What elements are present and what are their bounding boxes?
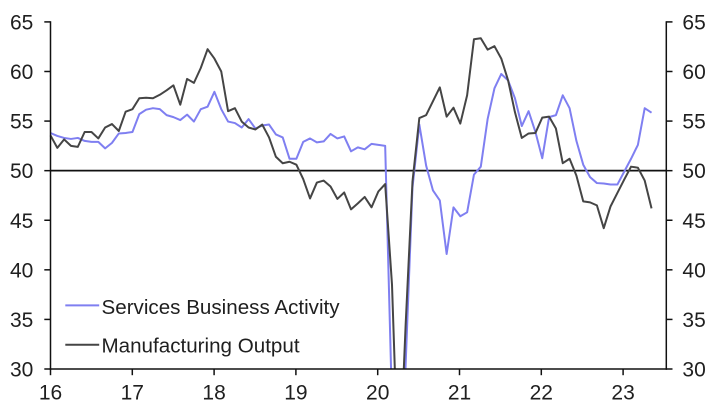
svg-text:40: 40 xyxy=(682,259,705,282)
svg-text:35: 35 xyxy=(682,309,705,332)
svg-text:40: 40 xyxy=(10,259,33,282)
svg-text:65: 65 xyxy=(10,11,33,34)
svg-text:22: 22 xyxy=(530,381,553,404)
svg-text:Manufacturing Output: Manufacturing Output xyxy=(102,334,300,357)
svg-text:60: 60 xyxy=(10,61,33,84)
svg-text:65: 65 xyxy=(682,11,705,34)
svg-text:18: 18 xyxy=(202,381,225,404)
svg-text:60: 60 xyxy=(682,61,705,84)
svg-text:19: 19 xyxy=(284,381,307,404)
svg-text:21: 21 xyxy=(448,381,471,404)
svg-text:45: 45 xyxy=(682,210,705,233)
svg-text:20: 20 xyxy=(366,381,389,404)
svg-text:16: 16 xyxy=(39,381,62,404)
svg-text:45: 45 xyxy=(10,210,33,233)
svg-text:35: 35 xyxy=(10,309,33,332)
svg-text:50: 50 xyxy=(682,160,705,183)
svg-text:23: 23 xyxy=(611,381,634,404)
svg-text:50: 50 xyxy=(10,160,33,183)
svg-text:30: 30 xyxy=(682,359,705,382)
svg-text:30: 30 xyxy=(10,359,33,382)
svg-text:55: 55 xyxy=(682,111,705,134)
svg-text:55: 55 xyxy=(10,111,33,134)
svg-text:17: 17 xyxy=(121,381,144,404)
svg-text:Services Business Activity: Services Business Activity xyxy=(102,296,341,319)
